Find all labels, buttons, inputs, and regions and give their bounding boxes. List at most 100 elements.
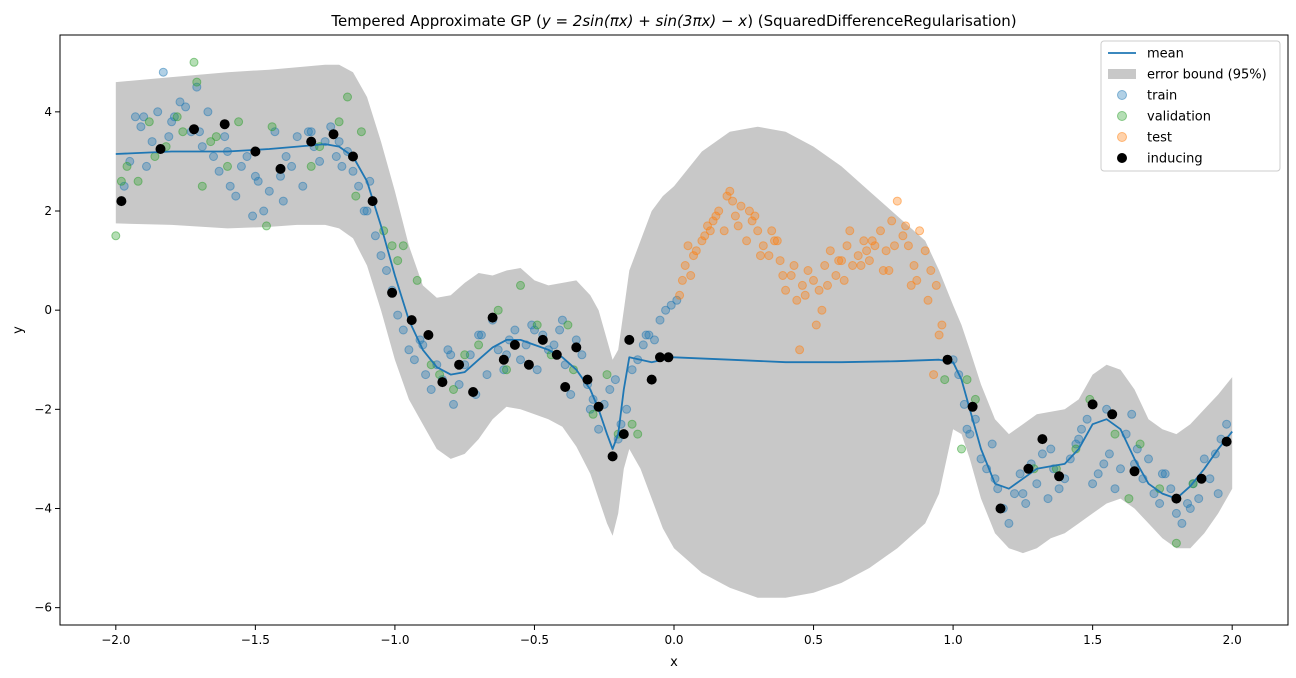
train-point xyxy=(1157,469,1167,479)
train-point xyxy=(1004,518,1014,528)
chart-title-suffix: ) (SquaredDifferenceRegularisation) xyxy=(747,12,1016,30)
train-point xyxy=(1037,449,1047,459)
validation-point xyxy=(502,365,511,375)
train-point xyxy=(610,375,620,385)
inducing-point xyxy=(1196,473,1207,484)
train-point xyxy=(1104,449,1114,459)
train-point xyxy=(409,355,419,365)
train-point xyxy=(1171,508,1181,518)
train-point xyxy=(1194,494,1204,504)
test-point xyxy=(789,261,799,270)
train-point xyxy=(1185,504,1195,513)
test-point xyxy=(906,280,916,290)
test-point xyxy=(892,196,902,206)
test-point xyxy=(834,256,844,266)
inducing-point xyxy=(348,151,358,162)
inducing-point xyxy=(1171,493,1182,504)
train-point xyxy=(225,181,235,191)
train-point xyxy=(362,206,372,216)
inducing-point xyxy=(571,342,582,353)
train-point xyxy=(493,345,503,355)
train-point xyxy=(197,142,207,152)
test-point xyxy=(842,241,852,251)
legend-inducing-swatch xyxy=(1117,153,1127,163)
legend-band-label: error bound (95%) xyxy=(1147,68,1267,83)
validation-point xyxy=(343,92,352,102)
train-point xyxy=(446,350,456,360)
train-point xyxy=(1010,489,1019,499)
validation-point xyxy=(172,112,182,122)
test-point xyxy=(859,236,869,246)
inducing-point xyxy=(116,196,127,207)
validation-point xyxy=(962,375,972,385)
y-tick-label: 0 xyxy=(44,303,52,317)
inducing-point xyxy=(155,144,166,154)
x-axis-label: x xyxy=(670,655,678,670)
test-point xyxy=(862,246,872,256)
train-point xyxy=(449,399,458,409)
test-point xyxy=(775,256,785,266)
train-point xyxy=(334,137,344,147)
validation-point xyxy=(262,221,271,231)
y-tick-label: −6 xyxy=(34,601,52,615)
test-point xyxy=(884,266,894,275)
inducing-point xyxy=(509,339,520,350)
train-point xyxy=(622,404,632,414)
validation-point xyxy=(957,444,966,454)
test-point xyxy=(797,280,807,290)
train-point xyxy=(1099,459,1109,469)
inducing-point xyxy=(942,354,953,365)
test-point xyxy=(747,216,757,226)
error-band xyxy=(115,64,1233,598)
test-point xyxy=(853,251,863,261)
test-point xyxy=(876,226,885,236)
validation-point xyxy=(532,320,542,330)
chart-title-prefix: Tempered Approximate GP ( xyxy=(330,12,541,30)
train-point xyxy=(264,186,274,196)
train-point xyxy=(153,107,163,117)
train-point xyxy=(169,112,179,122)
test-point xyxy=(920,246,930,256)
validation-point xyxy=(569,365,578,375)
train-point xyxy=(158,67,168,77)
test-point xyxy=(700,231,710,241)
test-point xyxy=(677,275,687,285)
train-point xyxy=(270,127,280,137)
train-point xyxy=(278,196,288,206)
train-point xyxy=(1046,444,1056,454)
validation-point xyxy=(449,385,458,394)
x-tick-label: 2.0 xyxy=(1223,633,1242,647)
inducing-point xyxy=(487,312,498,323)
train-point xyxy=(1093,469,1103,479)
train-point xyxy=(382,266,391,275)
validation-point xyxy=(398,241,408,251)
test-point xyxy=(803,266,813,275)
inducing-point xyxy=(1054,471,1065,482)
y-tick-label: 4 xyxy=(44,105,52,119)
legend-frame xyxy=(1100,40,1281,172)
test-point xyxy=(837,256,846,266)
test-point xyxy=(708,216,718,226)
test-point xyxy=(786,271,796,280)
test-point xyxy=(926,266,936,275)
train-point xyxy=(530,325,539,335)
train-point xyxy=(214,166,224,176)
chart-title: Tempered Approximate GP (y = 2sin(πx) + … xyxy=(330,12,1016,30)
inducing-point xyxy=(406,315,417,326)
train-point xyxy=(443,345,453,355)
inducing-point xyxy=(624,334,635,345)
inducing-point xyxy=(367,196,378,207)
validation-point xyxy=(633,429,643,439)
train-point xyxy=(1074,434,1084,444)
train-point xyxy=(398,325,408,335)
test-point xyxy=(915,226,925,236)
inducing-point xyxy=(537,334,548,345)
train-point xyxy=(220,132,230,142)
legend-band-swatch xyxy=(1108,69,1136,79)
validation-point xyxy=(563,320,573,330)
test-point xyxy=(825,246,835,256)
test-point xyxy=(725,186,735,196)
validation-point xyxy=(111,231,121,241)
validation-point xyxy=(223,161,232,171)
